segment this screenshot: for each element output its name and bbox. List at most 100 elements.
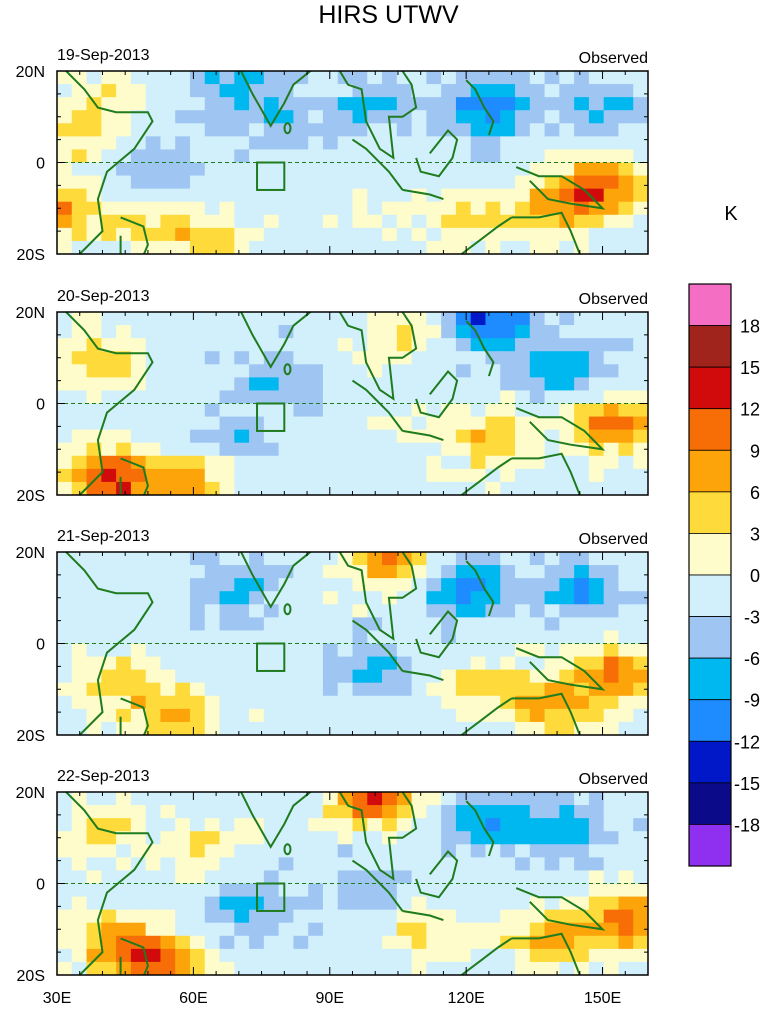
field-cell — [101, 948, 117, 963]
field-cell — [308, 578, 324, 592]
field-cell — [130, 870, 147, 885]
field-cell — [544, 455, 560, 470]
field-cell — [618, 818, 634, 832]
x-tick-label: 30E — [43, 990, 71, 1007]
field-cell — [263, 604, 280, 618]
coastline — [170, 792, 418, 881]
units-label: K — [724, 203, 738, 225]
field-cell — [352, 442, 368, 457]
field-cell — [189, 468, 206, 483]
field-cell — [441, 896, 457, 911]
field-cell — [426, 565, 442, 579]
field-cell — [189, 831, 206, 845]
field-cell — [263, 201, 280, 216]
field-cell — [367, 708, 383, 723]
field-cell — [204, 805, 221, 819]
field-cell — [293, 201, 309, 216]
field-cell — [219, 708, 235, 723]
field-cell — [293, 870, 309, 885]
field-cell — [337, 883, 354, 898]
field-cell — [337, 325, 354, 339]
field-cell — [529, 351, 546, 365]
field-cell — [204, 468, 221, 483]
field-cell — [116, 325, 132, 339]
field-cell — [234, 630, 250, 645]
field-cell — [337, 565, 354, 579]
field-cell — [500, 84, 516, 98]
coastline — [515, 887, 606, 931]
field-cell — [57, 162, 73, 177]
field-cell — [145, 429, 162, 444]
field-cell — [337, 149, 354, 164]
field-cell — [352, 708, 368, 723]
coastline — [511, 692, 581, 735]
field-cell — [485, 883, 501, 898]
field-cell — [130, 818, 147, 832]
field-cell — [559, 403, 575, 418]
field-cell — [618, 870, 634, 885]
field-cell — [293, 591, 309, 605]
field-cell — [278, 175, 295, 190]
field-cell — [559, 805, 575, 819]
field-cell — [234, 578, 250, 592]
field-cell — [544, 682, 560, 697]
field-cell — [101, 630, 117, 645]
field-cell — [293, 481, 309, 495]
colorbar-swatch — [688, 533, 732, 576]
field-cell — [263, 442, 280, 457]
field-cell — [101, 442, 117, 457]
field-cell — [234, 364, 250, 378]
field-cell — [633, 455, 648, 470]
colorbar-swatch — [688, 366, 732, 410]
field-cell — [160, 123, 176, 137]
field-cell — [603, 896, 620, 911]
field-cell — [500, 857, 516, 872]
colorbar-label: 12 — [740, 400, 760, 420]
field-cell — [633, 175, 648, 190]
field-cell — [574, 831, 590, 845]
field-cell — [130, 578, 147, 592]
field-cell — [322, 643, 339, 658]
field-cell — [426, 604, 442, 618]
field-cell — [130, 552, 147, 566]
field-cell — [86, 364, 102, 378]
field-cell — [382, 857, 398, 872]
field-cell — [337, 909, 354, 924]
field-cell — [396, 364, 413, 378]
field-cell — [337, 721, 354, 735]
field-cell — [529, 468, 546, 483]
field-cell — [426, 948, 442, 963]
field-cell — [71, 695, 88, 710]
field-cell — [278, 312, 295, 326]
field-cell — [633, 604, 648, 618]
field-cell — [441, 721, 457, 735]
field-cell — [145, 240, 162, 254]
field-cell — [175, 669, 191, 684]
field-cell — [130, 351, 147, 365]
x-tick-label: 120E — [447, 990, 484, 1007]
field-cell — [455, 136, 472, 151]
field-cell — [574, 630, 590, 645]
field-cell — [219, 909, 235, 924]
field-cell — [263, 818, 280, 832]
field-cell — [204, 162, 221, 177]
field-cell — [603, 617, 620, 632]
field-cell — [396, 870, 413, 885]
panel-date: 20-Sep-2013 — [57, 288, 150, 305]
field-cell — [515, 110, 531, 124]
field-cell — [633, 818, 648, 832]
field-cell — [234, 591, 250, 605]
field-cell — [116, 961, 132, 975]
field-cell — [322, 162, 339, 177]
field-cell — [396, 442, 413, 457]
field-cell — [396, 84, 413, 98]
field-cell — [263, 214, 280, 229]
field-cell — [574, 565, 590, 579]
field-cell — [529, 364, 546, 378]
field-cell — [263, 792, 280, 806]
field-cell — [485, 695, 501, 710]
field-cell — [293, 123, 309, 137]
panel-date: 21-Sep-2013 — [57, 528, 150, 545]
field-cell — [603, 71, 620, 85]
field-cell — [263, 338, 280, 352]
